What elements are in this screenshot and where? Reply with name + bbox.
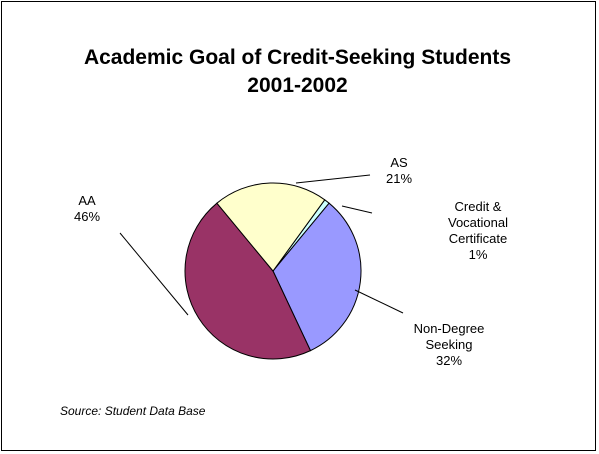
source-note: Source: Student Data Base	[60, 404, 206, 418]
pie-slice-aa	[184, 202, 312, 360]
slice-category-label: Credit &	[455, 199, 502, 214]
slice-category-label: Non-Degree	[414, 321, 485, 336]
leader-line	[354, 289, 404, 314]
pie-slice-non-degree-seeking	[272, 202, 362, 352]
chart-title-line-1: Academic Goal of Credit-Seeking Students	[83, 46, 512, 69]
slice-percent-label: 21%	[386, 171, 412, 186]
pie-leader-lines	[119, 174, 404, 316]
leader-line	[119, 232, 189, 316]
chart-title-line-2: 2001-2002	[247, 74, 348, 97]
slice-category-label: AS	[390, 155, 408, 170]
slice-percent-label: 32%	[436, 353, 462, 368]
slice-percent-label: 46%	[74, 209, 100, 224]
slice-category-label: Seeking	[426, 337, 473, 352]
slice-percent-label: 1%	[469, 247, 488, 262]
pie-slices	[184, 182, 362, 360]
slice-category-label: Vocational	[448, 215, 508, 230]
chart-title: Academic Goal of Credit-Seeking Students…	[0, 44, 595, 100]
slice-category-label: Certificate	[449, 231, 508, 246]
pie-slice-as	[216, 182, 326, 272]
leader-line	[295, 174, 371, 184]
leader-line	[341, 205, 373, 214]
slice-category-label: AA	[78, 193, 96, 208]
